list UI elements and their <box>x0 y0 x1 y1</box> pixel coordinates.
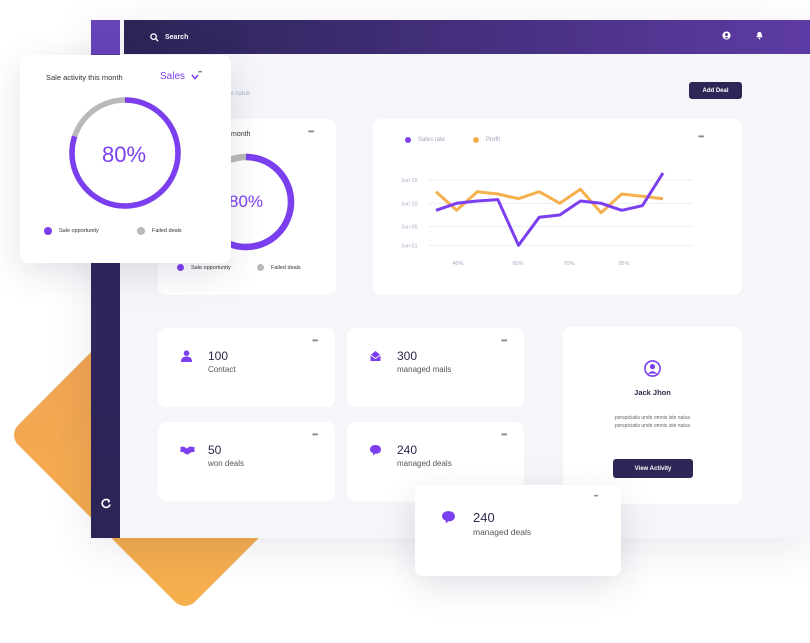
legend-label: Sales rate <box>418 137 446 143</box>
stat-card-contact: ••• 100 Contact <box>158 328 335 407</box>
chart-legend-sales-rate: Sales rate <box>405 137 445 143</box>
y-tick-label: Jun 01 <box>401 243 418 249</box>
donut-chart <box>69 97 181 209</box>
add-deal-button[interactable]: Add Deal <box>689 82 742 99</box>
legend-label: Sale opportunity <box>191 264 231 271</box>
more-options-icon[interactable]: ••• <box>308 127 314 136</box>
legend-failed-deals: Failed deals <box>137 227 182 235</box>
legend-dot-gray <box>137 227 145 235</box>
profile-card: Jack Jhon perspiciatis unde omnis iste n… <box>563 327 742 504</box>
series-line-profit <box>434 187 664 215</box>
more-options-icon[interactable]: ••• <box>501 336 507 345</box>
stat-label: Contact <box>208 365 236 374</box>
chevron-down-icon <box>191 73 199 80</box>
x-tick-label: 95% <box>618 261 629 267</box>
legend-label: Failed deals <box>271 264 301 271</box>
view-activity-button[interactable]: View Activity <box>613 459 693 478</box>
stat-value: 100 <box>208 349 229 363</box>
sales-dropdown[interactable]: Sales <box>160 71 199 82</box>
stat-label: managed deals <box>397 459 452 468</box>
series-line-sales-rate <box>435 172 665 247</box>
legend-label: Sale opportunity <box>59 228 99 234</box>
y-tick-label: Jun 10 <box>401 201 418 207</box>
donut-percent-label: 80% <box>229 192 264 211</box>
avatar <box>644 360 661 377</box>
legend-sale-opportunity: Sale opportunity <box>177 264 231 271</box>
donut-percent-label: 80% <box>102 142 147 167</box>
card-title: Sale activity this month <box>46 73 123 82</box>
x-tick-label: 70% <box>563 261 574 267</box>
stat-value: 300 <box>397 349 418 363</box>
search-icon <box>150 32 159 42</box>
sidebar-logo[interactable] <box>91 20 120 54</box>
chat-icon <box>442 511 455 524</box>
legend-dot-purple <box>177 264 184 271</box>
stat-value: 50 <box>208 443 222 457</box>
legend-dot-purple <box>44 227 52 235</box>
donut-progress-arc <box>69 97 181 209</box>
sales-line-chart-card: ••• Sales rate Profit Jun 15 Jun 10 Jun 05… <box>373 119 742 295</box>
stat-card-mails: ••• 300 managed mails <box>347 328 524 407</box>
card-title-fragment: month <box>231 131 251 138</box>
more-options-icon[interactable]: ••• <box>312 430 318 439</box>
y-tick-label: Jun 05 <box>401 225 418 231</box>
stat-value: 240 <box>397 443 418 457</box>
legend-failed-deals: Failed deals <box>257 264 301 271</box>
profile-description-line-1: perspiciatis unde omnis iste natus <box>614 415 691 421</box>
chart-legend-profit: Profit <box>473 137 500 143</box>
handshake-icon <box>180 446 195 455</box>
more-options-icon[interactable]: ••• <box>501 430 507 439</box>
user-icon <box>181 350 192 362</box>
x-tick-label: 40% <box>452 261 463 267</box>
legend-label: Failed deals <box>152 228 182 234</box>
stat-label: managed deals <box>473 527 532 537</box>
search-placeholder: Search <box>165 33 189 41</box>
bell-icon[interactable] <box>755 31 764 40</box>
legend-dot-gray <box>257 264 264 271</box>
legend-sale-opportunity: Sale opportunity <box>44 227 99 235</box>
profile-name: Jack Jhon <box>634 388 671 397</box>
mail-icon <box>370 351 381 361</box>
x-tick-label: 50% <box>512 261 523 267</box>
stat-label: managed mails <box>397 365 452 374</box>
y-tick-label: Jun 15 <box>401 178 418 184</box>
legend-label: Profit <box>486 137 501 143</box>
user-account-icon[interactable] <box>722 31 731 40</box>
chat-icon <box>370 445 381 456</box>
refresh-icon[interactable] <box>100 498 112 510</box>
dropdown-label: Sales <box>160 71 186 82</box>
sale-activity-card: Sale activity this month Sales ••• 80% S… <box>20 55 231 263</box>
more-options-icon[interactable]: ••• <box>198 70 202 76</box>
top-bar: Search <box>124 20 810 54</box>
more-options-icon[interactable]: ••• <box>312 336 318 345</box>
legend-dot-purple <box>405 137 411 143</box>
stat-card-won-deals: ••• 50 won deals <box>158 422 335 501</box>
line-chart: Jun 15 Jun 10 Jun 05 Jun 01 40% 50% 70% 95% <box>401 172 693 267</box>
floating-stat-card: ••• 240 managed deals <box>415 485 621 576</box>
stat-value: 240 <box>473 510 495 525</box>
more-options-icon[interactable]: ••• <box>698 132 704 141</box>
legend-dot-orange <box>473 137 479 143</box>
profile-description-line-2: perspiciatis unde omnis iste natus <box>614 423 691 429</box>
more-options-icon[interactable]: ••• <box>594 494 598 500</box>
search-box[interactable]: Search <box>150 32 189 42</box>
stat-label: won deals <box>208 459 245 468</box>
